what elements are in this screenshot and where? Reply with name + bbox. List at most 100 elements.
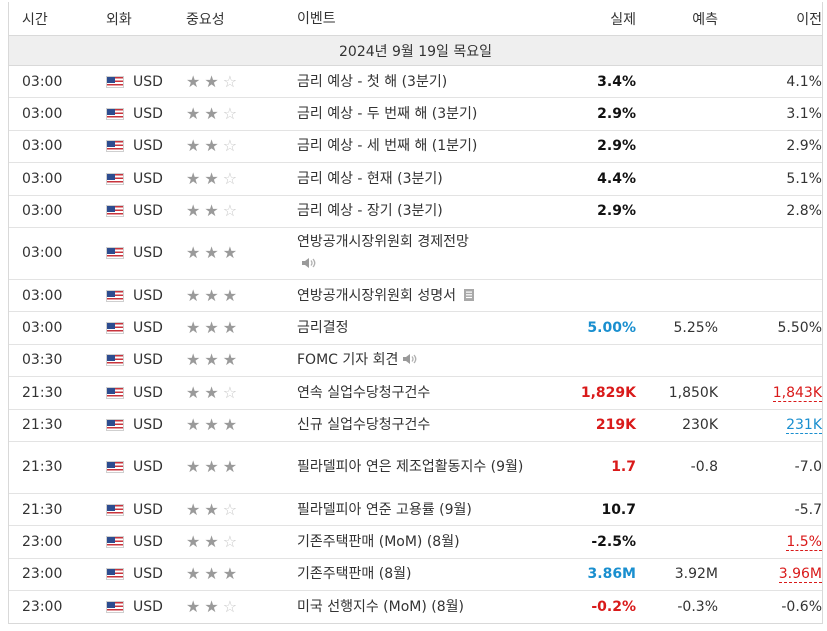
event-name[interactable]: 연방공개시장위원회 경제전망: [297, 231, 536, 275]
currency-code: USD: [133, 459, 163, 476]
star-filled-icon: ★: [222, 564, 238, 584]
event-currency: USD: [106, 203, 186, 219]
event-name[interactable]: 신규 실업수당청구건수: [297, 414, 536, 436]
event-label[interactable]: 기존주택판매 (8월): [297, 566, 412, 583]
event-currency: USD: [106, 138, 186, 154]
importance-stars: ★ ★ ☆: [186, 531, 297, 551]
us-flag-icon: [106, 205, 124, 218]
actual-value: -2.5%: [591, 533, 636, 550]
event-label[interactable]: 금리 예상 - 첫 해 (3분기): [297, 73, 448, 90]
table-row: 21:30 USD ★ ★ ★ 필라델피아 연은 제조업활동지수 (9월) 1.7 -0.8-…: [9, 442, 822, 494]
event-name[interactable]: 연속 실업수당청구건수: [297, 382, 536, 404]
us-flag-icon: [106, 140, 124, 153]
star-filled-icon: ★: [186, 168, 201, 188]
previous-value-text: 4.1%: [786, 73, 822, 90]
previous-value: 2.9%: [718, 138, 822, 154]
event-label[interactable]: 필라델피아 연준 고용률 (9월): [297, 501, 472, 518]
us-flag-icon: [106, 289, 124, 302]
event-label[interactable]: 연속 실업수당청구건수: [297, 384, 431, 401]
us-flag-icon: [106, 354, 124, 367]
event-currency: USD: [106, 106, 186, 122]
event-currency: USD: [106, 417, 186, 433]
event-name[interactable]: 기존주택판매 (MoM) (8월): [297, 531, 536, 553]
event-label[interactable]: 금리결정: [297, 320, 349, 337]
forecast-value: 1,850K: [668, 384, 718, 401]
event-name[interactable]: 기존주택판매 (8월): [297, 563, 536, 585]
actual-value: 4.4%: [597, 170, 636, 187]
us-flag-icon: [106, 386, 124, 399]
star-filled-icon: ★: [222, 415, 238, 435]
event-label[interactable]: 기존주택판매 (MoM) (8월): [297, 533, 460, 550]
star-filled-icon: ★: [186, 71, 201, 91]
table-row: 03:00 USD ★ ★ ★ 금리결정 5.00% 5.25% 5.50%: [9, 312, 822, 345]
star-filled-icon: ★: [204, 318, 219, 338]
star-filled-icon: ★: [222, 285, 238, 305]
importance-stars: ★ ★ ★: [186, 566, 297, 582]
star-filled-icon: ★: [222, 318, 238, 338]
event-name[interactable]: 금리 예상 - 첫 해 (3분기): [297, 71, 536, 93]
previous-value-text: 2.8%: [786, 203, 822, 220]
event-name[interactable]: 연방공개시장위원회 성명서: [297, 285, 536, 307]
currency-code: USD: [133, 599, 163, 616]
currency-code: USD: [133, 417, 163, 434]
star-filled-icon: ★: [222, 350, 238, 370]
event-name[interactable]: 금리결정: [297, 317, 536, 339]
star-filled-icon: ★: [204, 415, 219, 435]
event-name[interactable]: FOMC 기자 회견: [297, 349, 536, 371]
us-flag-icon: [106, 108, 124, 121]
event-name[interactable]: 필라델피아 연준 고용률 (9월): [297, 499, 536, 521]
star-filled-icon: ★: [204, 564, 219, 584]
star-empty-icon: ☆: [222, 168, 238, 188]
event-name[interactable]: 금리 예상 - 두 번째 해 (3분기): [297, 103, 536, 125]
star-empty-icon: ☆: [222, 597, 238, 617]
event-name[interactable]: 필라델피아 연은 제조업활동지수 (9월): [297, 456, 536, 478]
speaker-icon[interactable]: [402, 351, 418, 365]
header-previous: 이전: [796, 12, 822, 28]
event-name[interactable]: 미국 선행지수 (MoM) (8월): [297, 596, 536, 618]
star-filled-icon: ★: [204, 104, 219, 124]
event-label[interactable]: 필라델피아 연은 제조업활동지수 (9월): [297, 459, 524, 476]
previous-value-text: -7.0: [794, 459, 822, 476]
currency-code: USD: [133, 384, 163, 401]
event-label[interactable]: 연방공개시장위원회 경제전망: [297, 234, 469, 251]
event-time: 03:00: [22, 170, 63, 187]
table-row: 23:00 USD ★ ★ ★ 기존주택판매 (8월) 3.86M 3.92M 3.96M: [9, 559, 822, 592]
star-filled-icon: ★: [222, 243, 238, 263]
currency-code: USD: [133, 566, 163, 583]
event-time: 03:00: [22, 320, 63, 337]
us-flag-icon: [106, 568, 124, 581]
event-currency: USD: [106, 566, 186, 582]
date-separator: 2024년 9월 19일 목요일: [9, 36, 822, 66]
event-label[interactable]: 금리 예상 - 장기 (3분기): [297, 203, 443, 220]
event-time: 21:30: [22, 459, 63, 476]
event-currency: USD: [106, 534, 186, 550]
event-label[interactable]: 금리 예상 - 세 번째 해 (1분기): [297, 138, 478, 155]
event-label[interactable]: 신규 실업수당청구건수: [297, 417, 431, 434]
event-label[interactable]: 연방공개시장위원회 성명서: [297, 287, 457, 304]
event-name[interactable]: 금리 예상 - 장기 (3분기): [297, 200, 536, 222]
us-flag-icon: [106, 322, 124, 335]
document-icon[interactable]: [462, 287, 476, 301]
table-row: 23:00 USD ★ ★ ☆ 미국 선행지수 (MoM) (8월) -0.2% -0.3% -…: [9, 591, 822, 623]
importance-stars: ★ ★ ☆: [186, 106, 297, 122]
star-filled-icon: ★: [204, 350, 219, 370]
event-label[interactable]: 금리 예상 - 두 번째 해 (3분기): [297, 106, 478, 123]
event-label[interactable]: 미국 선행지수 (MoM) (8월): [297, 599, 464, 616]
event-time: 23:00: [22, 533, 63, 550]
star-filled-icon: ★: [186, 104, 201, 124]
star-filled-icon: ★: [186, 531, 201, 551]
event-label[interactable]: FOMC 기자 회견: [297, 352, 399, 369]
previous-value-text[interactable]: 1,843K: [772, 384, 822, 402]
star-filled-icon: ★: [186, 350, 201, 370]
previous-value-text[interactable]: 231K: [786, 417, 822, 435]
event-name[interactable]: 금리 예상 - 현재 (3분기): [297, 168, 536, 190]
star-filled-icon: ★: [186, 382, 201, 402]
event-label[interactable]: 금리 예상 - 현재 (3분기): [297, 170, 443, 187]
speaker-icon[interactable]: [301, 255, 317, 269]
previous-value-text[interactable]: 3.96M: [778, 566, 822, 584]
previous-value: 2.8%: [718, 203, 822, 219]
header-forecast: 예측: [692, 12, 718, 28]
previous-value-text[interactable]: 1.5%: [786, 533, 822, 551]
event-name[interactable]: 금리 예상 - 세 번째 해 (1분기): [297, 135, 536, 157]
star-empty-icon: ☆: [222, 382, 238, 402]
